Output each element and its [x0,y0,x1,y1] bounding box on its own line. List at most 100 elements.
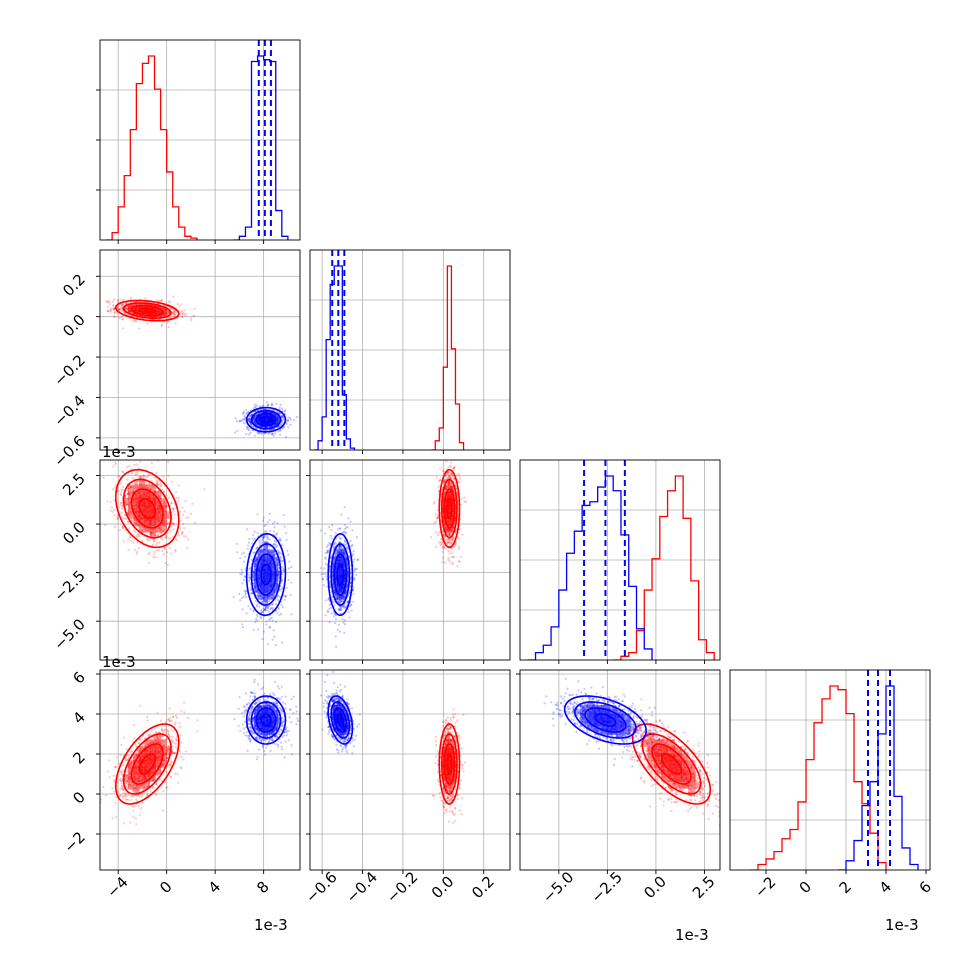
sample-point [153,550,156,553]
sample-point [103,523,107,527]
sample-point [261,638,264,641]
sample-point [176,303,179,306]
sample-point [163,314,166,317]
density-cell [133,309,140,312]
sample-point [181,311,184,314]
sample-point [155,471,159,474]
sample-point [167,461,170,464]
sample-point [287,419,290,422]
hist-series-1-param-0 [233,55,289,240]
histograms-3 [750,670,919,870]
sample-point [256,513,259,516]
sample-point [245,412,248,416]
sample-point [240,568,243,571]
sample-point [245,612,248,615]
sample-point [249,431,252,435]
sample-point [262,516,265,519]
contour-level-0 [138,307,156,314]
sample-point [120,303,124,306]
density-cell [144,309,151,312]
sample-point [110,506,114,509]
sample-point [166,321,169,324]
sample-point [120,315,123,318]
sample-point [460,503,463,507]
sample-point [130,305,133,308]
sample-point [173,313,177,316]
sample-point [177,499,180,502]
hist-series-0-param-3 [750,685,887,870]
sample-point [167,300,170,303]
sample-point [160,299,164,302]
histograms-0 [106,40,289,240]
sample-point [352,550,355,553]
sample-point [247,605,250,608]
sample-point [121,526,125,529]
sample-point [169,316,172,319]
sample-point [442,470,446,473]
sample-point [281,427,284,430]
sample-point [239,419,242,422]
sample-point [126,305,130,308]
sample-point [445,454,447,456]
density-2-1 [319,454,467,648]
sample-point [113,486,117,489]
sample-point [436,533,440,537]
sample-point [183,314,187,317]
sample-point [251,538,255,541]
sample-point [114,462,117,466]
sample-point [244,555,247,558]
sample-point [126,301,129,305]
sample-point [122,298,125,302]
sample-point [182,513,185,517]
sample-point [155,299,159,302]
sample-point [203,488,206,491]
sample-point [238,599,242,602]
sample-point [283,598,286,601]
sample-point [280,641,284,644]
sample-point [265,623,268,626]
sample-point [131,311,134,315]
sample-point [113,514,116,517]
sample-point [177,534,181,537]
sample-point [285,532,288,535]
sample-point [174,322,177,325]
sample-point [172,310,176,313]
sample-point [136,541,139,544]
sample-point [181,531,184,534]
sample-point [454,466,457,469]
sample-point [252,609,256,613]
hist-panel-2 [520,460,720,660]
sample-point [179,312,182,315]
sample-point [266,403,270,406]
sample-point [110,307,113,311]
sample-point [252,628,255,632]
sample-point [441,550,444,553]
density-cell [155,311,162,314]
sample-point [117,307,121,311]
sample-point [268,625,272,629]
sample-point [253,530,256,533]
sample-point [157,548,161,552]
contour-level-3 [245,533,287,617]
sample-point [276,611,279,615]
sample-point [117,308,120,311]
sample-point [121,318,124,321]
sample-point [274,432,277,435]
sample-point [167,326,170,329]
hist-panel-1 [310,250,510,450]
sample-point [107,300,110,304]
sample-point [437,485,440,489]
sample-point [271,432,274,436]
sample-point [289,418,292,421]
density-cell [160,314,167,317]
sample-point [112,308,115,311]
scatter-panel-2-0 [100,460,300,660]
sample-point [271,619,274,622]
sample-point [290,613,293,616]
sample-point [125,302,128,305]
sample-point [268,512,271,515]
density-cell [160,311,167,314]
sample-point [138,327,141,330]
sample-point [265,620,268,623]
sample-point [439,467,442,470]
